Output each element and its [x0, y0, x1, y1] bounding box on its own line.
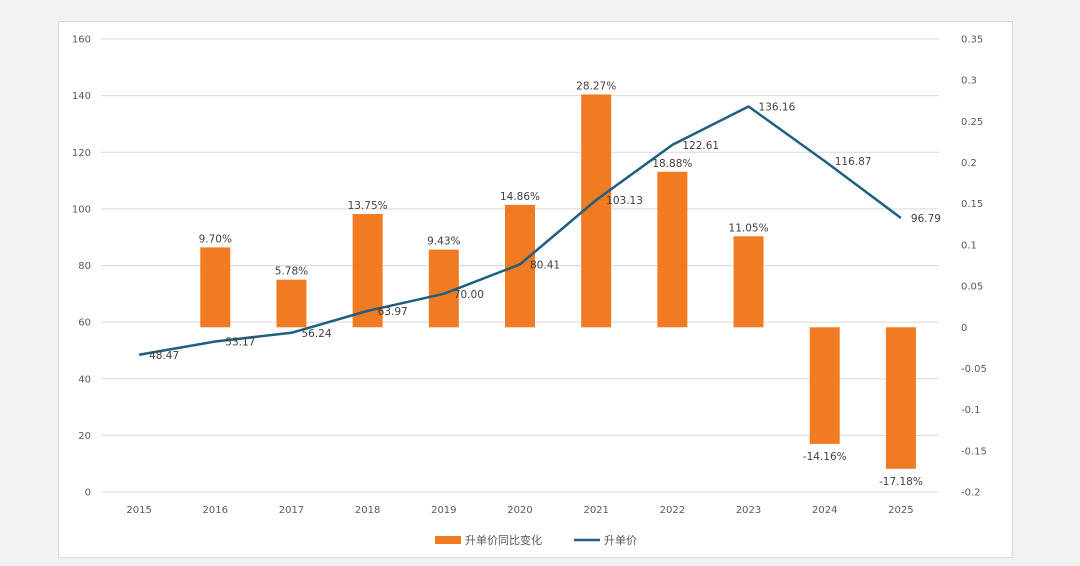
legend-label-line: 升单价 [604, 534, 637, 547]
chart-frame: 0 20 40 60 80 100 120 140 160 -0.2 -0.15 -0.1 -0.05 0… [58, 21, 1013, 558]
bar-data-label: 11.05% [729, 222, 769, 234]
line-data-label: 116.87 [835, 156, 872, 168]
legend-swatch-bar [435, 536, 461, 544]
x-tick-label: 2025 [888, 505, 913, 516]
line-data-label: 63.97 [378, 306, 408, 318]
bar [733, 236, 764, 328]
y-right-tick-label: 0.2 [961, 158, 977, 169]
y-right-tick-label: -0.15 [961, 446, 987, 457]
line-data-label: 48.47 [149, 350, 179, 362]
bar-data-label: -14.16% [803, 451, 847, 463]
x-tick-label: 2019 [431, 505, 456, 516]
y-left-tick-label: 40 [78, 374, 91, 385]
bar-data-label: 9.70% [199, 233, 232, 245]
bar [505, 204, 535, 328]
y-right-tick-label: 0.1 [961, 240, 977, 251]
x-tick-label: 2024 [812, 505, 837, 516]
y-left-tick-label: 140 [72, 91, 91, 102]
x-tick-label: 2016 [203, 505, 228, 516]
y-right-tick-label: 0.3 [961, 76, 977, 87]
line-series [138, 105, 902, 357]
bar [657, 171, 688, 328]
bar [276, 279, 307, 328]
y-right-tick-label: -0.1 [961, 405, 981, 416]
bar [428, 249, 459, 328]
y-right-tick-label: 0.15 [961, 199, 983, 210]
y-right-tick-label: 0.25 [961, 117, 983, 128]
bar-data-label: 28.27% [576, 80, 616, 92]
x-tick-label: 2020 [507, 505, 532, 516]
y-right-tick-label: 0.35 [961, 35, 983, 46]
y-right-tick-label: 0 [961, 323, 967, 334]
bar-data-label: 5.78% [275, 266, 308, 278]
y-left-tick-label: 60 [78, 318, 91, 329]
y-left-tick-label: 100 [72, 204, 91, 215]
bar-data-label: 14.86% [500, 191, 540, 203]
x-tick-label: 2023 [736, 505, 761, 516]
legend-label-bar: 升单价同比变化 [465, 533, 542, 547]
bar [809, 327, 840, 444]
x-tick-label: 2017 [279, 505, 304, 516]
x-tick-label: 2015 [126, 505, 151, 516]
y-right-tick-label: -0.05 [961, 364, 987, 375]
x-tick-label: 2022 [660, 505, 685, 516]
bar [581, 94, 612, 328]
line-data-label: 80.41 [530, 259, 560, 271]
y-left-tick-label: 80 [78, 261, 91, 272]
line-data-label: 53.17 [225, 336, 255, 348]
bar [200, 247, 231, 328]
bar-data-label: -17.18% [879, 476, 923, 488]
line-data-label: 103.13 [606, 195, 643, 207]
line-data-label: 70.00 [454, 289, 484, 301]
y-left-tick-label: 20 [78, 431, 91, 442]
line-data-label: 56.24 [301, 328, 331, 340]
y-left-tick-label: 0 [85, 488, 91, 499]
y-left-tick-label: 160 [72, 35, 91, 46]
line-data-label: 96.79 [911, 213, 941, 225]
y-right-tick-label: 0.05 [961, 282, 983, 293]
line-data-label: 122.61 [682, 140, 719, 152]
line-data-label: 136.16 [759, 101, 796, 113]
bar [885, 327, 916, 469]
combo-chart: 0 20 40 60 80 100 120 140 160 -0.2 -0.15 -0.1 -0.05 0… [72, 35, 987, 548]
y-right-tick-label: -0.2 [961, 488, 981, 499]
bar-data-label: 9.43% [427, 236, 460, 248]
bar-data-label: 13.75% [348, 200, 388, 212]
x-tick-label: 2018 [355, 505, 380, 516]
y-left-tick-label: 120 [72, 148, 91, 159]
bar-data-label: 18.88% [652, 158, 692, 170]
x-tick-label: 2021 [583, 505, 608, 516]
